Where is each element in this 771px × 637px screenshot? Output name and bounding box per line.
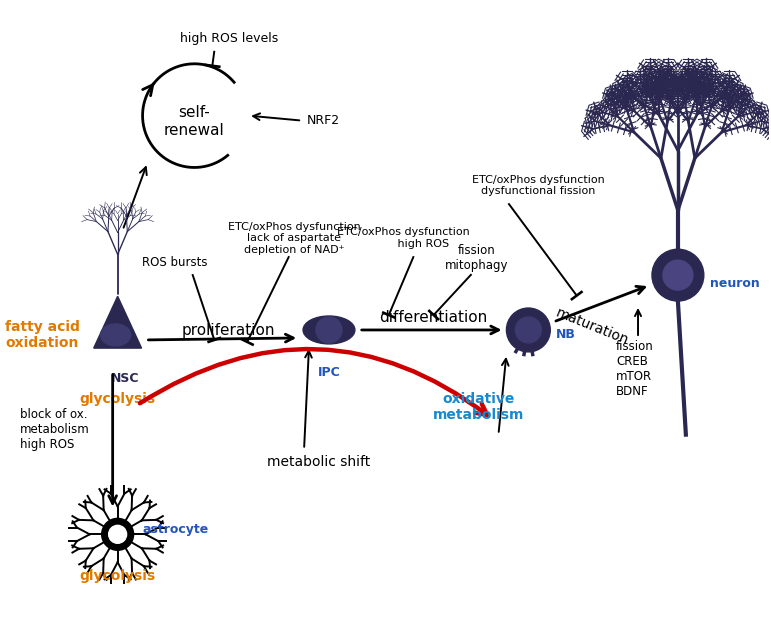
- Text: block of ox.
metabolism
high ROS: block of ox. metabolism high ROS: [20, 408, 89, 451]
- Text: fatty acid
oxidation: fatty acid oxidation: [5, 320, 80, 350]
- Circle shape: [663, 260, 693, 290]
- Text: ETC/oxPhos dysfunction
           high ROS: ETC/oxPhos dysfunction high ROS: [338, 227, 470, 249]
- Text: NRF2: NRF2: [307, 114, 340, 127]
- Circle shape: [102, 519, 133, 550]
- Text: maturation: maturation: [553, 306, 630, 348]
- Text: differentiation: differentiation: [379, 310, 488, 325]
- Ellipse shape: [303, 316, 355, 344]
- Text: ETC/oxPhos dysfunction
lack of aspartate
depletion of NAD⁺: ETC/oxPhos dysfunction lack of aspartate…: [227, 222, 361, 255]
- Ellipse shape: [101, 324, 130, 346]
- Text: oxidative
metabolism: oxidative metabolism: [433, 392, 524, 422]
- Text: ETC/oxPhos dysfunction
dysfunctional fission: ETC/oxPhos dysfunction dysfunctional fis…: [472, 175, 604, 196]
- Text: metabolic shift: metabolic shift: [268, 455, 371, 469]
- Polygon shape: [94, 296, 142, 348]
- Text: self-
renewal: self- renewal: [164, 105, 225, 138]
- Circle shape: [652, 249, 704, 301]
- Text: fission
CREB
mTOR
BDNF: fission CREB mTOR BDNF: [616, 340, 654, 398]
- Circle shape: [316, 317, 342, 343]
- Text: astrocyte: astrocyte: [143, 523, 209, 536]
- Text: NSC: NSC: [111, 372, 140, 385]
- Text: proliferation: proliferation: [181, 323, 275, 338]
- Circle shape: [109, 526, 126, 543]
- Text: glycolysis: glycolysis: [79, 392, 156, 406]
- Text: high ROS levels: high ROS levels: [180, 32, 278, 45]
- Circle shape: [507, 308, 550, 352]
- Text: NB: NB: [556, 329, 576, 341]
- Text: glycolysis: glycolysis: [79, 569, 156, 583]
- Text: fission
mitophagy: fission mitophagy: [445, 244, 508, 272]
- Text: ROS bursts: ROS bursts: [142, 255, 207, 269]
- Text: neuron: neuron: [710, 276, 759, 290]
- Text: IPC: IPC: [318, 366, 340, 379]
- Circle shape: [515, 317, 541, 343]
